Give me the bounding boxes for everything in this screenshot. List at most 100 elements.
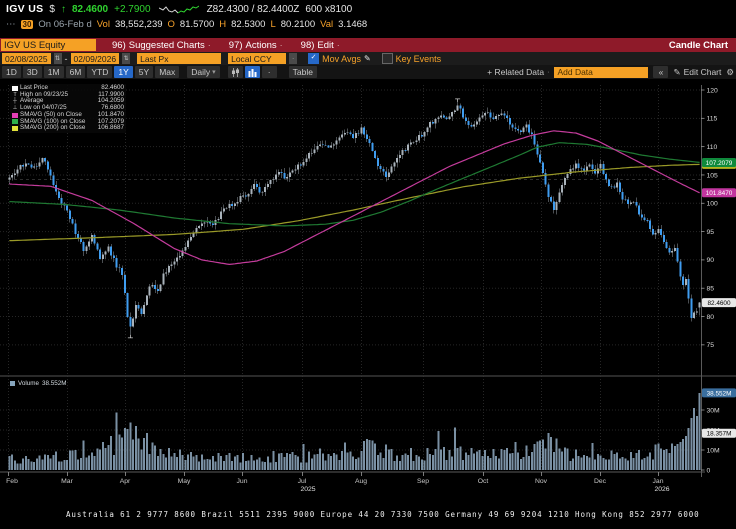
delay-badge[interactable]: 30 [20,20,34,29]
collapse-button[interactable]: « [653,66,669,78]
svg-text:82.4600: 82.4600 [707,300,731,307]
svg-text:38.552M: 38.552M [707,390,732,397]
smavg-100-line [9,142,700,227]
legend-row: ⊥ Low on 04/07/25 76.6800 [12,104,124,112]
key-events-checkbox[interactable] [381,53,393,64]
volume-legend-value: 38.552M [42,380,67,387]
dot-dropdown-icon: · [547,68,550,76]
svg-text:90: 90 [707,257,715,264]
bid-ask: Z82.4300 / 82.4400Z [206,3,300,15]
toolbar-right-cluster: + Related Data · Add Data « ✎ Edit Chart… [487,66,734,78]
up-arrow-icon: ↑ [60,3,66,15]
price-change: +2.7900 [114,3,151,15]
related-data-button[interactable]: + Related Data · [487,67,549,77]
period-buttons: 1D 3D 1M 6M YTD 1Y 5Y Max [2,66,180,78]
edit-chart-button[interactable]: ✎ Edit Chart [673,67,721,78]
menu-item-actions[interactable]: 97) Actions · [228,39,283,51]
svg-text:2025: 2025 [300,486,315,493]
session-label: On 06-Feb d [38,19,92,30]
footer-phones-line: Australia 61 2 9777 8600 Brazil 5511 239… [66,509,700,519]
field-select[interactable]: Last Px [137,53,222,64]
period-button-ytd[interactable]: YTD [87,66,113,78]
legend-marker-icon: ⊥ [12,105,18,112]
quote-header: IGV US $ ↑ 82.4600 +2.7900 Z82.4300 / 82… [0,0,736,38]
chart-legend[interactable]: Last Price 82.4600 T High on 09/23/25 117.99… [10,84,126,133]
volume-label: Vol [96,19,110,30]
menu-item-edit[interactable]: 98) Edit · [300,39,340,51]
price-axis: 120 115 110 105 100 95 90 85 80 75 [701,87,718,349]
val-label: Val [320,19,334,30]
svg-text:30M: 30M [707,407,721,414]
volume-swatch-icon [10,381,15,386]
overflow-dots-icon[interactable]: ⋯ [6,19,16,30]
date-from-stepper-icon[interactable]: ⇅ [53,53,62,64]
date-to-input[interactable]: 02/09/2026 [70,53,120,64]
volume-legend: Volume 38.552M [10,380,67,387]
mov-avgs-label: Mov Avgs [322,53,361,64]
svg-text:Jun: Jun [237,478,248,485]
bid-ask-size: 600 x8100 [305,3,353,15]
mov-avgs-pencil-icon[interactable]: ✎ [363,54,371,63]
period-button-6m[interactable]: 6M [65,66,86,78]
volume-bars [8,392,701,470]
add-data-input[interactable]: Add Data [554,66,649,78]
currency-select[interactable]: Local CCY [228,53,287,64]
svg-text:95: 95 [707,229,715,236]
legend-swatch-icon [12,126,18,132]
ticker-input[interactable]: IGV US Equity [1,39,96,51]
chart-type-more-button[interactable]: · [261,66,277,78]
date-separator: - [64,53,68,64]
menu-item-suggested-charts[interactable]: 96) Suggested Charts · [112,39,211,51]
legend-swatch-icon [12,85,18,91]
period-button-1d[interactable]: 1D [2,66,21,78]
legend-row: Last Price 82.4600 [12,84,124,92]
securities-menu-bar: IGV US Equity 96) Suggested Charts · 97) Act… [0,38,736,52]
key-events-label: Key Events [395,53,442,64]
related-data-label: + Related Data [487,67,545,77]
quote-line-1: IGV US $ ↑ 82.4600 +2.7900 Z82.4300 / 82… [6,3,352,15]
val-value: 3.1468 [338,19,368,30]
svg-text:85: 85 [707,286,715,293]
open-value: 81.5700 [179,19,215,30]
frequency-select[interactable]: Daily ▾ [187,66,220,78]
svg-text:105: 105 [707,172,719,179]
frequency-value: Daily [191,67,211,77]
svg-text:Oct: Oct [478,478,489,485]
currency-symbol: $ [49,3,55,15]
high-label: H [219,19,227,30]
legend-row: SMAVG (100) on Close 107.2079 [12,118,124,126]
date-from-input[interactable]: 02/08/2025 [2,53,51,64]
period-button-max[interactable]: Max [155,66,180,78]
chevron-down-icon: ▾ [212,69,216,76]
pencil-icon: ✎ [673,66,681,77]
period-button-3d[interactable]: 3D [22,66,42,78]
svg-text:Aug: Aug [355,478,367,485]
svg-text:Jan: Jan [653,478,664,485]
period-button-5y[interactable]: 5Y [134,66,154,78]
smavg-200-line [9,163,700,242]
candle-icon [231,67,239,77]
intraday-sparkline-icon [158,5,199,13]
volume-legend-label: Volume [18,380,40,387]
open-label: O [167,19,175,30]
mov-avgs-checkbox[interactable]: ✓ [308,53,320,64]
bar-chart-type-button[interactable] [244,66,260,78]
high-low-markers [127,98,461,339]
settings-gear-icon[interactable]: ⚙ [726,66,734,77]
date-to-stepper-icon[interactable]: ⇅ [122,53,131,64]
time-axis: Feb Mar Apr May Jun Jul Aug Sep Oct Nov Dec Jan 2025… [6,472,670,493]
svg-text:Dec: Dec [594,478,607,485]
ticker-symbol: IGV US [6,3,44,15]
last-price: 82.4600 [71,3,109,15]
period-button-1y[interactable]: 1Y [114,66,133,78]
currency-dropdown-icon[interactable]: · [289,53,298,64]
period-button-1m[interactable]: 1M [43,66,64,78]
price-volume-chart[interactable]: 120115110105100959085807530M20M10M0106.8… [0,79,736,493]
candle-chart-type-button[interactable] [227,66,243,78]
menu-items: 96) Suggested Charts · 97) Actions · 98) Edit · [112,40,340,51]
legend-row: ┼ Average 104.2059 [13,97,124,105]
chart-type-label: Candle Chart [668,39,728,51]
svg-text:75: 75 [707,342,715,349]
svg-text:120: 120 [707,87,719,94]
table-button[interactable]: Table [288,66,317,78]
